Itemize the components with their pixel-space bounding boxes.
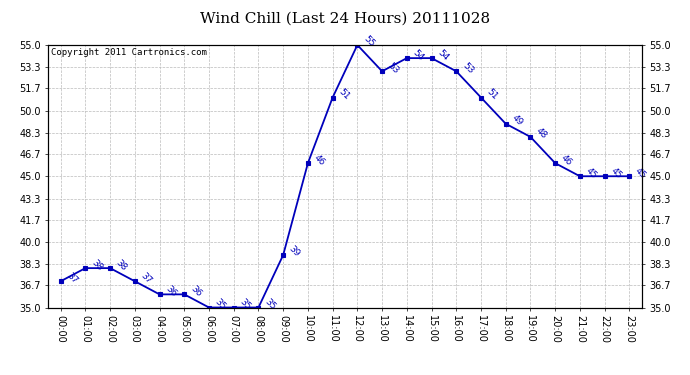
Text: 54: 54 xyxy=(435,48,450,62)
Text: 45: 45 xyxy=(609,166,623,180)
Text: 46: 46 xyxy=(560,153,574,167)
Text: 37: 37 xyxy=(65,271,79,285)
Text: 38: 38 xyxy=(115,258,129,272)
Text: 35: 35 xyxy=(213,297,228,312)
Text: 45: 45 xyxy=(633,166,648,180)
Text: 37: 37 xyxy=(139,271,153,285)
Text: Wind Chill (Last 24 Hours) 20111028: Wind Chill (Last 24 Hours) 20111028 xyxy=(200,11,490,25)
Text: 36: 36 xyxy=(164,284,178,298)
Text: 36: 36 xyxy=(188,284,203,298)
Text: 51: 51 xyxy=(485,87,500,102)
Text: 45: 45 xyxy=(584,166,598,180)
Text: 53: 53 xyxy=(460,61,475,75)
Text: 38: 38 xyxy=(90,258,104,272)
Text: 48: 48 xyxy=(535,126,549,141)
Text: 35: 35 xyxy=(238,297,253,312)
Text: 46: 46 xyxy=(312,153,326,167)
Text: 54: 54 xyxy=(411,48,426,62)
Text: 51: 51 xyxy=(337,87,351,102)
Text: Copyright 2011 Cartronics.com: Copyright 2011 Cartronics.com xyxy=(51,48,207,57)
Text: 49: 49 xyxy=(510,113,524,128)
Text: 39: 39 xyxy=(287,244,302,259)
Text: 53: 53 xyxy=(386,61,401,75)
Text: 55: 55 xyxy=(362,34,376,49)
Text: 35: 35 xyxy=(263,297,277,312)
